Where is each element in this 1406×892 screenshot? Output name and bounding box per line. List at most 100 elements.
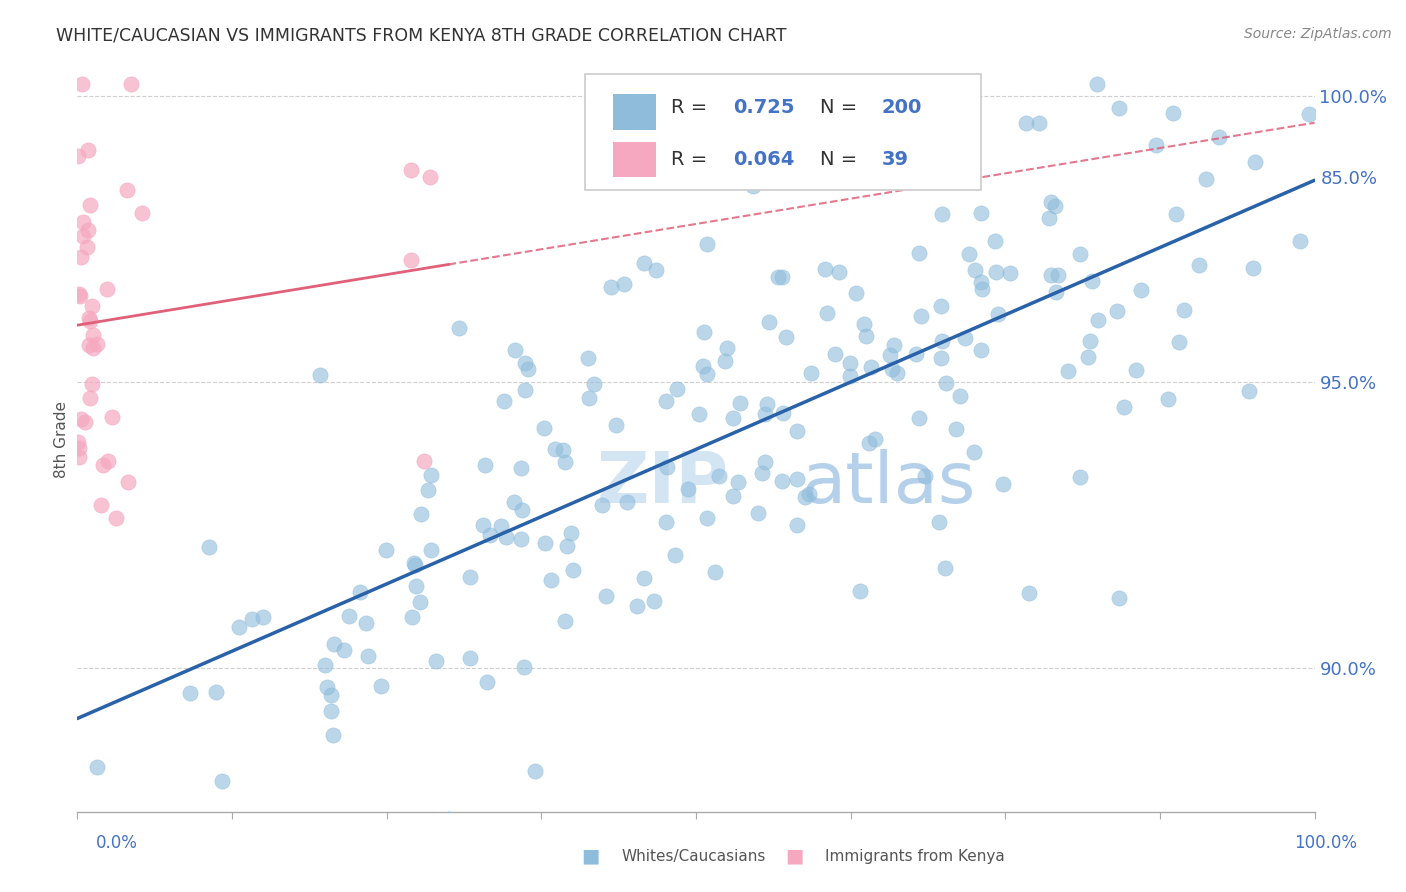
Point xyxy=(848,584,870,599)
Point xyxy=(800,366,823,380)
Text: Whites/Caucasians: Whites/Caucasians xyxy=(621,849,766,863)
Point xyxy=(73,415,96,429)
Point xyxy=(970,206,993,220)
Point xyxy=(741,178,763,193)
Point xyxy=(1078,334,1101,348)
Point xyxy=(1239,384,1261,399)
Point xyxy=(758,316,780,330)
Point xyxy=(105,511,128,525)
Point xyxy=(66,434,89,449)
Point xyxy=(204,685,226,699)
Point xyxy=(323,637,346,651)
Point xyxy=(408,595,430,609)
Point xyxy=(425,873,447,888)
Point xyxy=(401,163,423,178)
Point xyxy=(928,515,950,529)
Point xyxy=(931,334,953,348)
Point xyxy=(683,173,706,187)
Point xyxy=(721,411,744,425)
Point xyxy=(1173,303,1195,318)
Point xyxy=(676,482,699,496)
Point xyxy=(419,170,441,185)
Point xyxy=(824,347,846,361)
Text: 39: 39 xyxy=(882,150,908,169)
Point xyxy=(357,648,380,663)
Point xyxy=(591,498,613,512)
Point xyxy=(554,614,576,628)
Point xyxy=(1047,268,1070,283)
Point xyxy=(786,472,808,486)
Point xyxy=(513,660,536,674)
Point xyxy=(555,539,578,553)
Point xyxy=(696,511,718,525)
Point xyxy=(991,476,1014,491)
Point xyxy=(1000,267,1022,281)
Point xyxy=(863,432,886,446)
Point xyxy=(475,675,498,690)
Point xyxy=(489,518,512,533)
Point xyxy=(858,436,880,450)
Point xyxy=(655,516,678,530)
Point xyxy=(839,369,862,384)
Point xyxy=(544,442,567,456)
Point xyxy=(770,269,793,284)
Point xyxy=(404,556,426,570)
Point xyxy=(420,542,443,557)
Point xyxy=(67,149,90,163)
Point xyxy=(1028,115,1050,129)
Point xyxy=(69,289,91,303)
Point xyxy=(605,417,627,432)
Text: R =: R = xyxy=(671,150,714,169)
Point xyxy=(815,306,838,320)
Point xyxy=(82,327,104,342)
Text: ZIP: ZIP xyxy=(598,450,730,518)
Point xyxy=(471,517,494,532)
Point xyxy=(1045,285,1067,300)
Text: 0.0%: 0.0% xyxy=(96,834,138,852)
Point xyxy=(582,376,605,391)
Point xyxy=(315,680,337,694)
Point xyxy=(814,262,837,277)
Point xyxy=(1163,106,1185,120)
Point xyxy=(314,658,336,673)
Point xyxy=(986,265,1008,279)
Point xyxy=(962,445,984,459)
Point xyxy=(533,535,555,549)
Text: Immigrants from Kenya: Immigrants from Kenya xyxy=(825,849,1005,863)
FancyBboxPatch shape xyxy=(585,74,980,190)
Point xyxy=(595,589,617,603)
Point xyxy=(252,609,274,624)
Point xyxy=(1069,247,1091,261)
Point xyxy=(401,252,423,267)
Point xyxy=(860,359,883,374)
Point xyxy=(1077,350,1099,364)
Point xyxy=(322,728,344,742)
Point xyxy=(79,311,101,326)
Point xyxy=(1114,400,1136,414)
Text: Source: ZipAtlas.com: Source: ZipAtlas.com xyxy=(1244,27,1392,41)
Point xyxy=(1241,260,1264,275)
Point xyxy=(600,280,623,294)
Point xyxy=(751,467,773,481)
Point xyxy=(770,474,793,488)
Point xyxy=(1108,591,1130,605)
Point xyxy=(72,215,94,229)
Point xyxy=(405,579,427,593)
Point xyxy=(524,764,547,778)
Point xyxy=(367,831,389,846)
Point xyxy=(117,475,139,490)
Point xyxy=(1038,211,1060,226)
Point xyxy=(1107,304,1129,318)
Point xyxy=(716,341,738,355)
Point xyxy=(945,422,967,436)
Point xyxy=(540,573,562,587)
Point xyxy=(72,77,94,91)
Point xyxy=(703,565,725,579)
Point xyxy=(886,366,908,380)
Point xyxy=(337,609,360,624)
Point xyxy=(1208,129,1230,144)
Point xyxy=(319,704,342,718)
Point xyxy=(910,309,932,323)
Point xyxy=(949,389,972,403)
Point xyxy=(714,354,737,368)
